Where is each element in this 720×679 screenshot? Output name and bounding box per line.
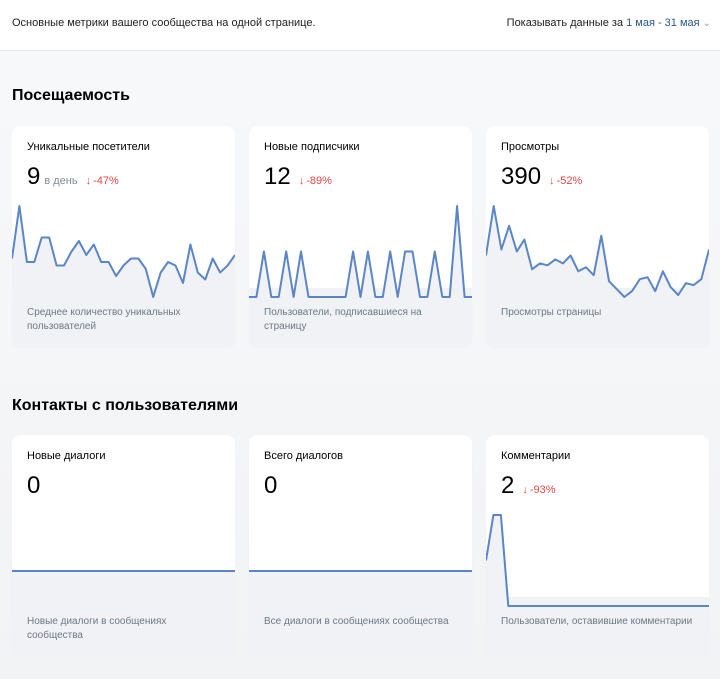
card-note: Новые диалоги в сообщениях сообщества: [27, 616, 167, 641]
sparkline: [249, 205, 472, 306]
arrow-down-icon: ↓: [522, 484, 528, 496]
period-label: Показывать данные за: [506, 17, 624, 29]
card-note: Пользователи, оставившие комментарии: [501, 616, 693, 627]
change-value: -89%: [306, 175, 332, 187]
change-badge: ↓ -93%: [522, 484, 555, 496]
card-note: Просмотры страницы: [501, 307, 602, 318]
page-description: Основные метрики вашего сообщества на од…: [12, 17, 316, 29]
period-selector[interactable]: Показывать данные за 1 мая - 31 мая ⌄: [507, 17, 711, 29]
chevron-down-icon[interactable]: ⌄: [702, 18, 711, 29]
change-value: -47%: [93, 175, 119, 187]
card-note: Пользователи, подписавшиеся на страницу: [264, 307, 422, 332]
metric-row: 12 ↓ -89%: [264, 163, 332, 191]
card-title: Всего диалогов: [264, 450, 343, 462]
stats-content: Посещаемость Контакты с пользователями У…: [0, 51, 720, 679]
arrow-down-icon: ↓: [85, 175, 92, 187]
sparkline: [249, 570, 472, 615]
period-range[interactable]: 1 мая - 31 мая: [626, 17, 700, 29]
arrow-down-icon: ↓: [549, 175, 555, 187]
sparkline-area: [12, 571, 235, 615]
card-note: Все диалоги в сообщениях сообщества: [264, 616, 449, 627]
metric-row: 0: [27, 472, 40, 500]
card-title: Уникальные посетители: [27, 141, 150, 153]
sparkline: [486, 514, 709, 615]
change-value: -93%: [529, 484, 556, 496]
metric-unit: в день: [44, 175, 78, 187]
section-title-attendance: Посещаемость: [12, 87, 130, 104]
metric-row: 2 ↓ -93%: [501, 472, 556, 500]
sparkline-line: [486, 514, 709, 607]
metric-value: 0: [264, 472, 278, 499]
arrow-down-icon: ↓: [298, 175, 305, 187]
card-total-dialogs[interactable]: Всего диалогов 0 Все диалоги в сообщения…: [249, 435, 472, 657]
metric-value: 9: [27, 163, 41, 190]
sparkline: [12, 205, 235, 306]
change-badge: ↓ -52%: [549, 175, 582, 187]
metric-row: 0: [264, 472, 277, 500]
change-value: -52%: [556, 175, 583, 187]
metric-value: 390: [501, 163, 542, 190]
sparkline-line: [12, 205, 235, 298]
sparkline-line: [249, 205, 472, 298]
card-title: Новые диалоги: [27, 450, 106, 462]
metric-value: 12: [264, 163, 291, 190]
metric-value: 2: [501, 472, 515, 499]
sparkline: [486, 205, 709, 306]
sparkline-line: [486, 205, 709, 298]
card-new-subscribers[interactable]: Новые подписчики 12 ↓ -89% Пользователи, п…: [249, 126, 472, 348]
metric-row: 390 ↓ -52%: [501, 163, 582, 191]
sparkline-area: [12, 206, 235, 306]
card-note: Среднее количество уникальных пользовате…: [27, 307, 181, 332]
top-bar: Основные метрики вашего сообщества на од…: [0, 0, 720, 51]
card-title: Комментарии: [501, 450, 571, 462]
sparkline: [12, 570, 235, 615]
card-comments[interactable]: Комментарии 2 ↓ -93% Пользователи, оставив…: [486, 435, 709, 657]
change-badge: ↓ -47%: [86, 175, 119, 187]
card-title: Новые подписчики: [264, 141, 360, 153]
change-badge: ↓ -89%: [299, 175, 332, 187]
sparkline-area: [249, 571, 472, 615]
card-views[interactable]: Просмотры 390 ↓ -52% Просмотры страницы: [486, 126, 709, 348]
card-new-dialogs[interactable]: Новые диалоги 0 Новые диалоги в сообщени…: [12, 435, 235, 657]
metric-value: 0: [27, 472, 41, 499]
sparkline-area: [486, 515, 709, 615]
card-title: Просмотры: [501, 141, 560, 153]
section-title-contacts: Контакты с пользователями: [12, 397, 239, 414]
sparkline-area: [249, 206, 472, 306]
